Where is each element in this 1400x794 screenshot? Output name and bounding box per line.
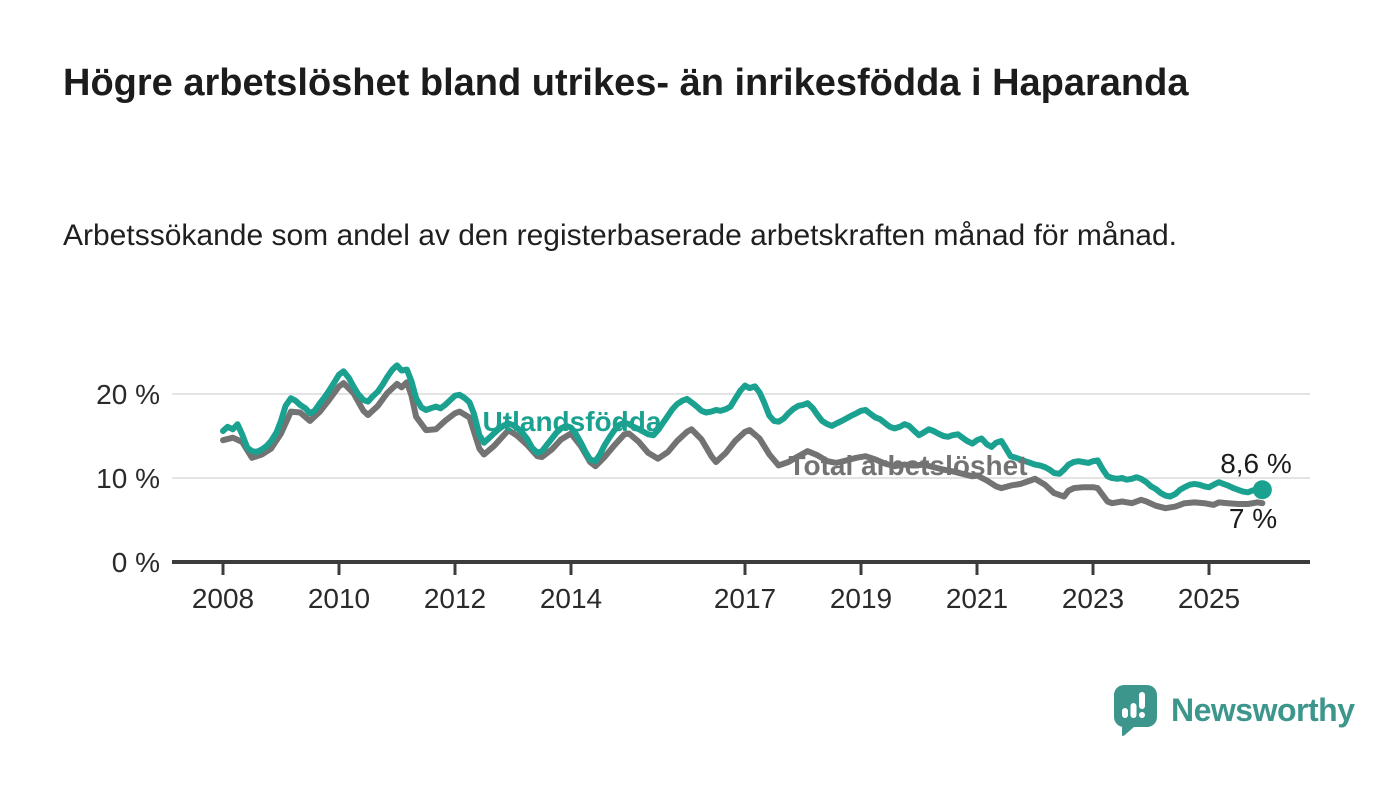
series-label-total-arbetsloshet: Total arbetslöshet bbox=[788, 450, 1028, 481]
line-chart: 0 % 10 % 20 % 2008 2010 2012 2014 2017 2019 2021 2… bbox=[0, 330, 1400, 680]
x-tick-label: 2025 bbox=[1178, 583, 1240, 614]
y-tick-label: 20 % bbox=[96, 379, 160, 410]
x-tick-label: 2019 bbox=[830, 583, 892, 614]
newsworthy-logo-icon bbox=[1114, 685, 1157, 736]
y-tick-label: 10 % bbox=[96, 463, 160, 494]
end-value-label-total: 7 % bbox=[1228, 503, 1278, 534]
series-end-dot bbox=[1252, 480, 1272, 500]
series-line-total-arbetsl-shet bbox=[220, 379, 1266, 512]
chart-subtitle: Arbetssökande som andel av den registerb… bbox=[63, 219, 1177, 252]
brand-name: Newsworthy bbox=[1171, 692, 1355, 728]
chart-canvas: 0 % 10 % 20 % 2008 2010 2012 2014 2017 2019 2021 2… bbox=[96, 362, 1310, 614]
x-tick-label: 2008 bbox=[192, 583, 254, 614]
x-tick-label: 2010 bbox=[308, 583, 370, 614]
brand-footer: Newsworthy bbox=[1113, 684, 1355, 737]
end-value-label-utlandsfodda: 8,6 % bbox=[1220, 448, 1292, 479]
x-tick-label: 2014 bbox=[540, 583, 602, 614]
x-tick-label: 2021 bbox=[946, 583, 1008, 614]
series-line-utlandsf-dda bbox=[220, 362, 1266, 500]
y-tick-label: 0 % bbox=[112, 547, 160, 578]
x-tick-label: 2023 bbox=[1062, 583, 1124, 614]
x-tick-label: 2012 bbox=[424, 583, 486, 614]
series-label-utlandsfodda: Utlandsfödda bbox=[482, 406, 662, 437]
page-title: Högre arbetslöshet bland utrikes- än inr… bbox=[63, 62, 1189, 104]
x-tick-label: 2017 bbox=[714, 583, 776, 614]
